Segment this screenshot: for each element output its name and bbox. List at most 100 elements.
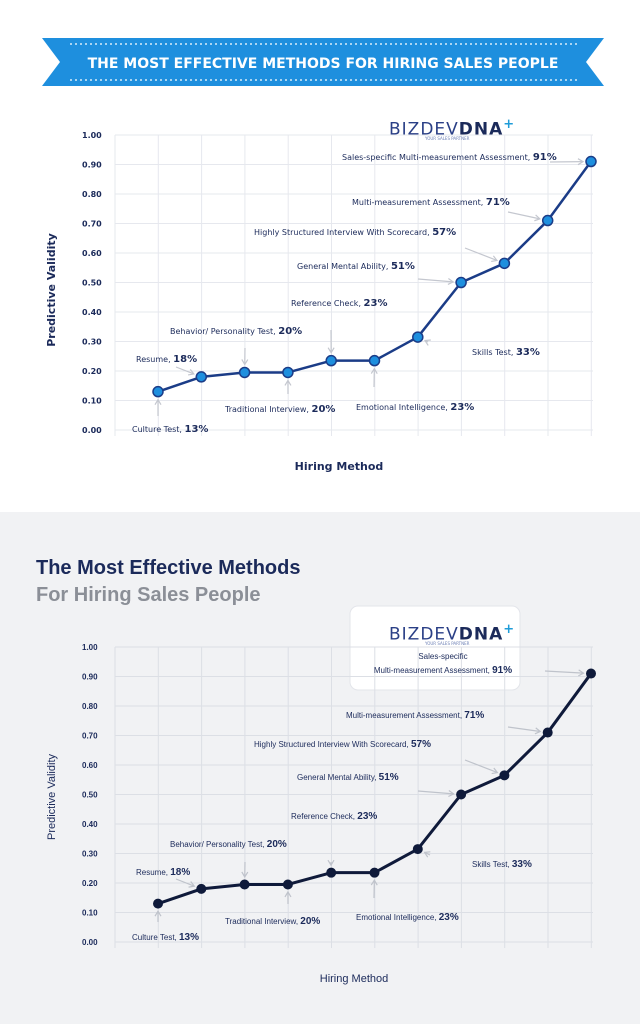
data-point bbox=[455, 276, 467, 289]
y-tick-label: 0.80 bbox=[82, 190, 102, 199]
y-axis-label: Predictive Validity bbox=[46, 754, 58, 840]
y-tick-label: 0.30 bbox=[82, 850, 98, 859]
annotation-arrowhead bbox=[577, 158, 585, 166]
annotation-arrow bbox=[464, 247, 498, 261]
y-tick-label: 0.50 bbox=[82, 791, 98, 800]
data-point bbox=[238, 366, 251, 379]
bottom-infographic: The Most Effective Methods For Hiring Sa… bbox=[0, 512, 640, 1024]
y-tick-label: 1.00 bbox=[82, 131, 102, 140]
data-label: Highly Structured Interview With Scoreca… bbox=[254, 227, 456, 238]
y-tick-label: 0.90 bbox=[82, 161, 102, 170]
data-point bbox=[153, 898, 163, 909]
data-label: Culture Test, 13% bbox=[132, 424, 208, 435]
data-point bbox=[542, 727, 553, 738]
y-tick-label: 1.00 bbox=[82, 643, 98, 652]
annotation-arrowhead bbox=[327, 859, 335, 867]
data-point bbox=[412, 844, 423, 855]
logo-card bbox=[349, 605, 521, 691]
y-tick-label: 0.20 bbox=[82, 879, 98, 888]
data-label: Behavior/ Personality Test, 20% bbox=[170, 839, 287, 850]
x-axis-label: Hiring Method bbox=[295, 460, 384, 473]
data-point bbox=[412, 331, 424, 343]
data-label: Highly Structured Interview With Scoreca… bbox=[254, 739, 431, 750]
logo-text-bold: DNA bbox=[458, 119, 504, 140]
data-point bbox=[326, 867, 337, 878]
plus-icon: + bbox=[503, 622, 516, 637]
bottom-subtitle: For Hiring Sales People bbox=[36, 584, 261, 606]
data-point bbox=[541, 214, 554, 227]
data-label: Traditional Interview, 20% bbox=[225, 916, 320, 927]
y-tick-label: 0.10 bbox=[82, 397, 102, 406]
data-point bbox=[586, 668, 596, 679]
annotation-arrowhead bbox=[423, 339, 431, 346]
bottom-title: The Most Effective Methods bbox=[36, 557, 301, 579]
bottom-logo: BIZDEVDNA+ YOUR SALES PARTNER bbox=[389, 622, 515, 646]
y-tick-label: 0.70 bbox=[82, 732, 98, 741]
banner-title: THE MOST EFFECTIVE METHODS FOR HIRING SA… bbox=[88, 56, 559, 72]
data-label: Reference Check, 23% bbox=[291, 298, 387, 309]
annotation-arrowhead bbox=[154, 909, 162, 917]
data-point bbox=[498, 257, 511, 270]
annotation-arrowhead bbox=[327, 347, 335, 354]
annotation-arrow bbox=[175, 366, 195, 375]
data-label: Emotional Intelligence, 23% bbox=[356, 912, 459, 923]
y-tick-label: 0.60 bbox=[82, 249, 102, 258]
data-point bbox=[585, 155, 597, 168]
data-point bbox=[325, 354, 337, 367]
y-tick-label: 0.30 bbox=[82, 338, 102, 347]
annotation-arrowhead bbox=[448, 790, 455, 798]
annotation-arrowhead bbox=[370, 879, 378, 886]
y-tick-label: 0.80 bbox=[82, 702, 98, 711]
data-label: Skills Test, 33% bbox=[472, 347, 540, 358]
data-label: Resume, 18% bbox=[136, 354, 197, 365]
y-tick-label: 0.00 bbox=[82, 938, 98, 947]
y-tick-label: 0.90 bbox=[82, 673, 98, 682]
annotation-arrow bbox=[417, 278, 454, 283]
annotation-arrow bbox=[175, 878, 195, 887]
data-label: Reference Check, 23% bbox=[291, 811, 377, 822]
annotation-arrowhead bbox=[578, 669, 585, 677]
data-point bbox=[196, 883, 207, 894]
y-axis-label: Predictive Validity bbox=[45, 233, 58, 347]
bottom-chart: 0.00 0.10 0.20 0.30 0.40 0.50 0.60 0.70 0.80 0.90… bbox=[46, 605, 596, 985]
data-point bbox=[456, 789, 467, 800]
data-point bbox=[152, 385, 164, 398]
logo-tagline: YOUR SALES PARTNER bbox=[425, 135, 470, 141]
data-label: Traditional Interview, 20% bbox=[224, 404, 335, 415]
data-label: Multi-measurement Assessment, 71% bbox=[346, 710, 484, 721]
logo-text-bold: DNA bbox=[458, 624, 504, 645]
y-tick-label: 0.20 bbox=[82, 367, 102, 376]
banner-ribbon bbox=[42, 38, 604, 86]
data-point bbox=[282, 879, 293, 890]
annotation-arrowhead bbox=[284, 379, 292, 386]
annotation-arrowhead bbox=[491, 255, 499, 262]
top-logo: BIZDEVDNA+ YOUR SALES PARTNER bbox=[389, 117, 515, 141]
data-label: General Mental Ability, 51% bbox=[297, 772, 399, 783]
data-point bbox=[499, 770, 510, 781]
y-tick-label: 0.70 bbox=[82, 220, 102, 229]
annotation-arrowhead bbox=[534, 727, 542, 735]
annotation-arrow bbox=[507, 726, 541, 733]
annotation-arrowhead bbox=[491, 767, 499, 775]
y-tick-label: 0.00 bbox=[82, 426, 102, 435]
x-axis-label: Hiring Method bbox=[320, 973, 388, 985]
data-label: Sales-specific Multi-measurement Assessme… bbox=[374, 652, 512, 676]
annotation-arrow bbox=[507, 211, 541, 220]
annotation-arrowhead bbox=[423, 851, 431, 858]
annotation-arrow bbox=[544, 670, 584, 674]
data-label: Skills Test, 33% bbox=[472, 859, 532, 870]
logo-text-light: BIZDEV bbox=[389, 624, 459, 645]
annotation-arrowhead bbox=[188, 369, 195, 376]
data-label: Culture Test, 13% bbox=[132, 932, 199, 943]
plus-icon: + bbox=[503, 117, 516, 132]
data-label: Emotional Intelligence, 23% bbox=[356, 402, 474, 413]
y-tick-label: 0.60 bbox=[82, 761, 98, 770]
data-point bbox=[239, 879, 250, 890]
data-point bbox=[369, 867, 380, 878]
data-label: Sales-specific Multi-measurement Assessm… bbox=[342, 152, 557, 163]
y-tick-label: 0.50 bbox=[82, 279, 102, 288]
data-point bbox=[195, 371, 208, 383]
annotation-arrowhead bbox=[284, 890, 292, 898]
annotation-arrowhead bbox=[534, 214, 542, 222]
y-tick-label: 0.40 bbox=[82, 820, 98, 829]
